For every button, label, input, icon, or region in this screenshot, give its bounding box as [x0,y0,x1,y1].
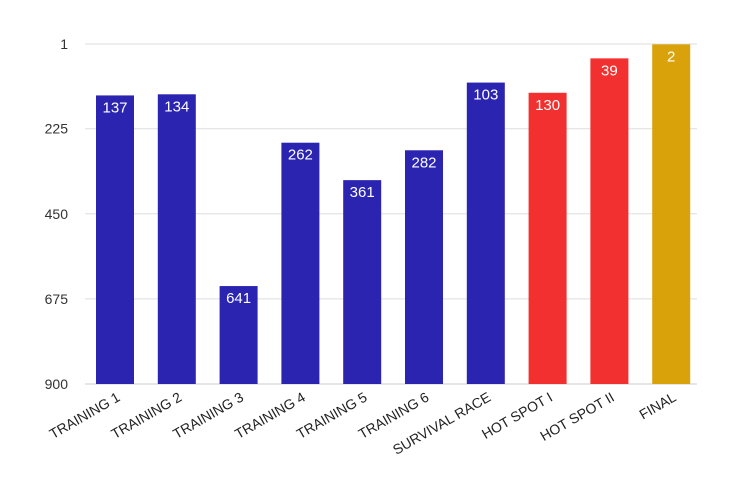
bar [590,58,629,385]
bar [157,94,196,385]
bar-data-label: 361 [350,184,375,201]
y-tick-label: 675 [45,291,69,307]
bar [96,95,134,384]
bar-data-label: 641 [226,290,251,307]
y-tick-label: 900 [45,376,69,392]
bar-data-label: 282 [411,154,436,171]
bar-data-label: 137 [102,99,127,116]
bar [281,142,320,384]
bar [528,92,567,385]
bar [466,82,505,384]
bars [96,44,691,385]
bar-data-label: 39 [601,62,618,79]
bar [652,44,691,384]
x-category-label: FINAL [636,389,679,423]
bar-data-label: 262 [288,147,313,164]
y-tick-label: 225 [45,121,69,137]
bar-data-label: 134 [164,98,189,115]
bar-data-label: 130 [535,97,560,114]
bar [343,180,382,384]
y-tick-label: 450 [45,206,69,222]
bar [219,286,258,384]
data-labels: 137 134 641 262 361 282 103 130 39 2 [102,48,675,307]
bar-data-label: 2 [667,48,675,65]
y-tick-label: 1 [60,36,68,52]
y-axis-tick-labels: 1 225 450 675 900 [45,36,69,392]
bar [405,150,443,384]
bar-data-label: 103 [473,87,498,104]
